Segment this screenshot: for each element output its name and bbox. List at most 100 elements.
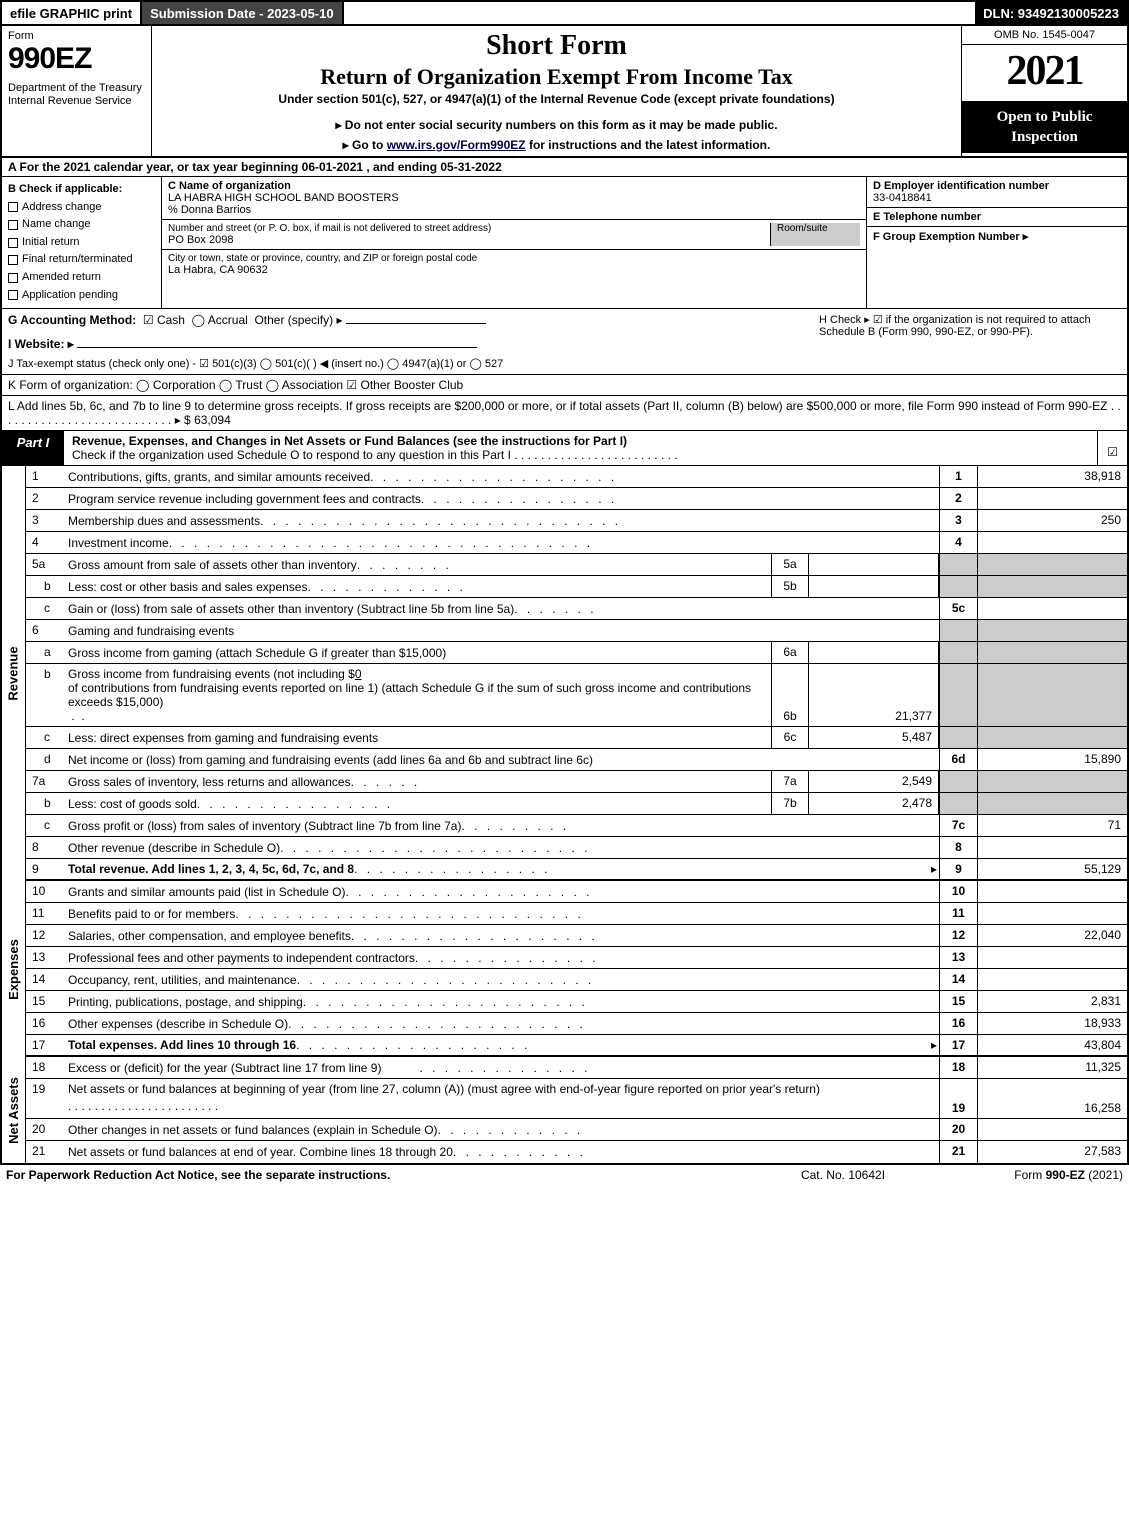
desc: Program service revenue including govern…	[66, 488, 939, 509]
part1-title-text: Revenue, Expenses, and Changes in Net As…	[72, 434, 627, 448]
b-title: B Check if applicable:	[8, 181, 155, 199]
mv: 38,918	[977, 466, 1127, 487]
col-b-checks: B Check if applicable: Address change Na…	[2, 177, 162, 308]
desc: Gross income from gaming (attach Schedul…	[66, 642, 771, 663]
desc-text: Less: direct expenses from gaming and fu…	[68, 731, 378, 745]
desc-text: Membership dues and assessments	[68, 514, 260, 528]
desc-text: Net income or (loss) from gaming and fun…	[68, 753, 593, 767]
line-6: 6 Gaming and fundraising events	[26, 620, 1127, 642]
line-15: 15 Printing, publications, postage, and …	[26, 991, 1127, 1013]
ln: 7a	[26, 771, 66, 792]
checkbox-icon	[8, 220, 18, 230]
dots: . . . . . . . . . . . . . . . . . . . .	[351, 929, 937, 943]
desc: Investment income . . . . . . . . . . . …	[66, 532, 939, 553]
desc: Net income or (loss) from gaming and fun…	[66, 749, 939, 770]
col-def: D Employer identification number 33-0418…	[867, 177, 1127, 308]
cb-initial-return[interactable]: Initial return	[8, 234, 155, 252]
dots: . . . . . . . . .	[461, 819, 937, 833]
desc-text: Professional fees and other payments to …	[68, 951, 415, 965]
checkbox-icon	[8, 255, 18, 265]
efile-label[interactable]: efile GRAPHIC print	[2, 2, 142, 24]
mn: 4	[939, 532, 977, 553]
header-right: OMB No. 1545-0047 2021 Open to Public In…	[962, 26, 1127, 156]
ln: 18	[26, 1057, 66, 1078]
mn: 16	[939, 1013, 977, 1034]
cb-label: Initial return	[22, 234, 79, 252]
desc: Occupancy, rent, utilities, and maintena…	[66, 969, 939, 990]
part1-checkbox[interactable]: ☑	[1097, 431, 1127, 465]
desc-text: Printing, publications, postage, and shi…	[68, 995, 303, 1009]
mv: 71	[977, 815, 1127, 836]
mv-grey	[977, 793, 1127, 814]
desc-text: Gross profit or (loss) from sales of inv…	[68, 819, 461, 833]
desc-text: Salaries, other compensation, and employ…	[68, 929, 351, 943]
desc-text: Net assets or fund balances at beginning…	[68, 1082, 820, 1096]
org-block: B Check if applicable: Address change Na…	[0, 177, 1129, 309]
org-city-row: City or town, state or province, country…	[162, 250, 866, 279]
ln: 1	[26, 466, 66, 487]
sv	[809, 554, 939, 575]
mv	[977, 881, 1127, 902]
g-cash: Cash	[157, 313, 185, 327]
header-mid: Short Form Return of Organization Exempt…	[152, 26, 962, 156]
mv: 18,933	[977, 1013, 1127, 1034]
cb-amended-return[interactable]: Amended return	[8, 269, 155, 287]
tax-year: 2021	[962, 45, 1127, 102]
line-5c: c Gain or (loss) from sale of assets oth…	[26, 598, 1127, 620]
cb-label: Application pending	[22, 287, 118, 305]
desc: Total revenue. Add lines 1, 2, 3, 4, 5c,…	[66, 859, 939, 879]
line-7b: b Less: cost of goods sold . . . . . . .…	[26, 793, 1127, 815]
expenses-rows: 10 Grants and similar amounts paid (list…	[26, 881, 1127, 1057]
desc: Other revenue (describe in Schedule O) .…	[66, 837, 939, 858]
mn: 10	[939, 881, 977, 902]
cb-final-return[interactable]: Final return/terminated	[8, 251, 155, 269]
desc-text: Gross sales of inventory, less returns a…	[68, 775, 351, 789]
mv-grey	[977, 576, 1127, 597]
d-label: D Employer identification number	[873, 180, 1121, 192]
desc-text: Total revenue. Add lines 1, 2, 3, 4, 5c,…	[68, 862, 354, 876]
cb-name-change[interactable]: Name change	[8, 216, 155, 234]
cb-application-pending[interactable]: Application pending	[8, 287, 155, 305]
mn-grey	[939, 554, 977, 575]
mv	[977, 837, 1127, 858]
ln: 4	[26, 532, 66, 553]
ln: 2	[26, 488, 66, 509]
dots: . . . . . . . . . . . . . . . . . . . . …	[260, 514, 937, 528]
website-input[interactable]	[77, 347, 477, 348]
mv: 250	[977, 510, 1127, 531]
line-3: 3 Membership dues and assessments . . . …	[26, 510, 1127, 532]
org-addr-row: Number and street (or P. O. box, if mail…	[162, 220, 866, 250]
desc-text: Investment income	[68, 536, 169, 550]
irs-link[interactable]: www.irs.gov/Form990EZ	[387, 138, 526, 152]
desc-text: Total expenses. Add lines 10 through 16	[68, 1038, 296, 1052]
mn-grey	[939, 620, 977, 641]
dots: . . . . . .	[351, 775, 769, 789]
revenue-table: Revenue 1 Contributions, gifts, grants, …	[0, 466, 1129, 881]
line-13: 13 Professional fees and other payments …	[26, 947, 1127, 969]
mn-grey	[939, 576, 977, 597]
revenue-rows: 1 Contributions, gifts, grants, and simi…	[26, 466, 1127, 881]
line-12: 12 Salaries, other compensation, and emp…	[26, 925, 1127, 947]
sn: 7b	[771, 793, 809, 814]
ln: 10	[26, 881, 66, 902]
expenses-side-label: Expenses	[2, 881, 26, 1057]
ln: 6	[26, 620, 66, 641]
cb-label: Final return/terminated	[22, 251, 133, 269]
cb-address-change[interactable]: Address change	[8, 199, 155, 217]
mv-grey	[977, 771, 1127, 792]
l-value: 63,094	[194, 413, 231, 427]
dots: . . . . . . . . . . . . . . . . . . . . …	[235, 907, 937, 921]
desc: Gaming and fundraising events	[66, 620, 939, 641]
desc: Less: cost of goods sold . . . . . . . .…	[66, 793, 771, 814]
goto-pre: ▸ Go to	[343, 138, 387, 152]
org-name-row: C Name of organization LA HABRA HIGH SCH…	[162, 177, 866, 220]
sv: 21,377	[809, 664, 939, 726]
dots: . . . . . . . . . . . . . . . . . . .	[296, 1038, 928, 1052]
org-name: LA HABRA HIGH SCHOOL BAND BOOSTERS	[168, 192, 399, 204]
f-group: F Group Exemption Number ▸	[867, 227, 1127, 308]
desc-text: Other expenses (describe in Schedule O)	[68, 1017, 288, 1031]
dots: . . . . . . . . . . .	[453, 1145, 937, 1159]
l-text: L Add lines 5b, 6c, and 7b to line 9 to …	[8, 399, 1121, 427]
mv	[977, 947, 1127, 968]
mn-grey	[939, 793, 977, 814]
